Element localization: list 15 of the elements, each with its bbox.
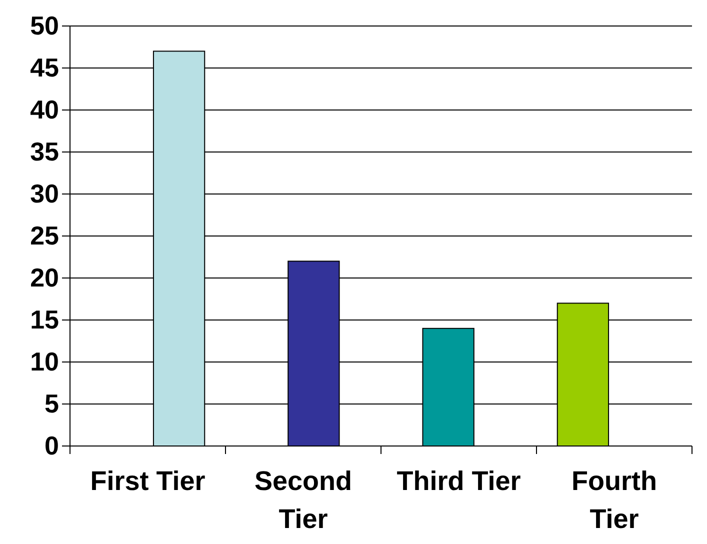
y-tick-label: 15 <box>30 304 59 334</box>
y-tick-label: 10 <box>30 346 59 376</box>
y-tick-label: 20 <box>30 262 59 292</box>
y-tick-label: 45 <box>30 52 59 82</box>
y-tick-label: 5 <box>44 388 59 418</box>
y-tick-label: 35 <box>30 136 59 166</box>
y-tick-label: 30 <box>30 178 59 208</box>
x-tick-label: Fourth Tier <box>572 466 657 534</box>
x-tick-label: First Tier <box>90 466 206 496</box>
x-tick-label: Third Tier <box>396 466 522 496</box>
y-tick-label: 25 <box>30 220 59 250</box>
y-tick-label: 40 <box>30 94 59 124</box>
y-tick-label: 50 <box>30 10 59 40</box>
y-tick-label: 0 <box>44 430 59 460</box>
x-tick-label: Second Tier <box>254 466 352 534</box>
